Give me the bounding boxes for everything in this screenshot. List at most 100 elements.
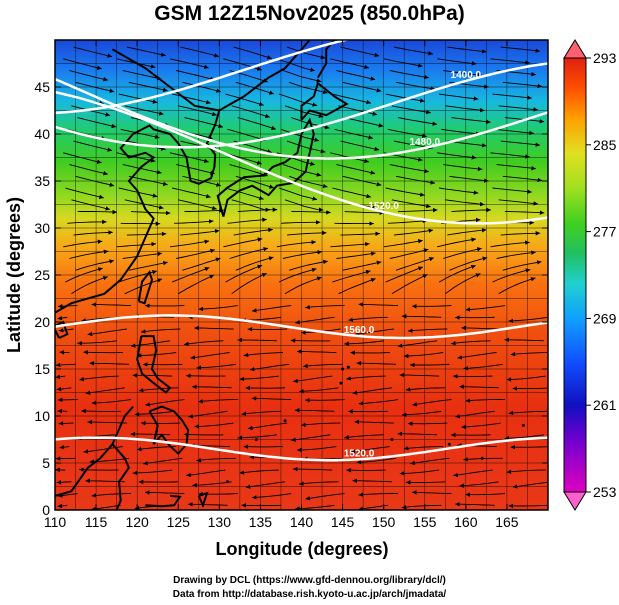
streamline bbox=[443, 70, 483, 78]
streamline bbox=[342, 260, 382, 271]
streamline bbox=[57, 493, 78, 498]
streamline bbox=[192, 481, 232, 488]
streamline bbox=[59, 445, 70, 450]
streamline bbox=[438, 264, 476, 283]
streamline bbox=[439, 187, 479, 195]
streamline bbox=[358, 504, 388, 510]
streamline bbox=[71, 275, 108, 295]
streamline bbox=[338, 278, 376, 295]
streamline bbox=[500, 46, 541, 53]
streamline bbox=[143, 457, 183, 466]
streamline bbox=[233, 227, 273, 236]
streamline bbox=[508, 316, 548, 324]
streamline bbox=[411, 490, 452, 495]
streamline bbox=[245, 481, 286, 489]
streamline bbox=[276, 240, 317, 248]
streamline bbox=[77, 340, 117, 346]
streamline bbox=[334, 128, 374, 140]
streamline bbox=[128, 260, 168, 271]
colorbar bbox=[563, 57, 587, 493]
x-tick-label: 150 bbox=[372, 514, 396, 530]
streamline bbox=[289, 175, 328, 189]
streamline bbox=[403, 446, 444, 451]
contour-label: 1400.0 bbox=[492, 18, 523, 29]
streamline bbox=[57, 303, 78, 309]
streamline bbox=[223, 237, 263, 248]
streamline bbox=[340, 231, 380, 237]
streamline bbox=[91, 399, 132, 406]
streamline bbox=[65, 267, 103, 283]
coastline bbox=[112, 40, 311, 112]
island-dot bbox=[521, 423, 525, 427]
y-axis-ticks: 0 5 10 15 20 25 30 35 40 45 bbox=[34, 79, 548, 518]
streamline bbox=[136, 446, 177, 452]
streamline bbox=[395, 81, 436, 91]
streamline bbox=[69, 70, 109, 82]
wind-streamlines bbox=[55, 46, 548, 510]
streamline bbox=[71, 105, 111, 117]
streamline bbox=[132, 469, 173, 476]
streamline bbox=[508, 410, 548, 416]
streamline bbox=[235, 81, 275, 95]
streamline bbox=[461, 325, 501, 331]
streamline bbox=[498, 105, 539, 112]
credit-drawing: Drawing by DCL (https://www.gfd-dennou.o… bbox=[173, 575, 446, 586]
streamline bbox=[496, 164, 536, 171]
streamline bbox=[73, 140, 113, 152]
streamline bbox=[387, 218, 428, 224]
streamline bbox=[190, 352, 230, 360]
streamline bbox=[73, 230, 113, 236]
streamline bbox=[399, 372, 440, 378]
x-tick-label: 110 bbox=[44, 514, 67, 530]
streamline bbox=[401, 314, 442, 319]
streamline bbox=[278, 267, 317, 283]
streamline bbox=[463, 363, 503, 371]
streamline bbox=[342, 81, 382, 93]
y-tick-label: 35 bbox=[34, 173, 50, 189]
streamline bbox=[290, 338, 331, 343]
contour-label: 1480.0 bbox=[409, 137, 440, 148]
streamline bbox=[145, 399, 185, 407]
streamline bbox=[116, 241, 157, 248]
streamline bbox=[280, 220, 321, 225]
x-tick-label: 145 bbox=[331, 514, 355, 530]
streamline bbox=[409, 362, 450, 368]
streamline bbox=[58, 328, 74, 333]
streamline bbox=[403, 352, 444, 359]
streamline bbox=[500, 231, 541, 236]
streamline bbox=[504, 434, 544, 441]
streamline bbox=[252, 305, 292, 313]
streamline bbox=[287, 230, 327, 236]
streamline bbox=[85, 387, 125, 395]
x-axis-label: Longitude (degrees) bbox=[215, 539, 388, 559]
streamline bbox=[340, 140, 380, 152]
y-tick-label: 45 bbox=[34, 79, 50, 95]
streamline bbox=[231, 272, 267, 295]
streamline bbox=[282, 250, 323, 259]
streamline bbox=[391, 199, 431, 209]
streamline bbox=[490, 240, 530, 248]
streamline bbox=[79, 467, 119, 472]
streamline bbox=[178, 199, 217, 211]
streamline bbox=[180, 228, 220, 236]
streamline bbox=[286, 140, 326, 154]
streamline bbox=[128, 175, 168, 187]
contour-line bbox=[55, 436, 548, 462]
streamline bbox=[498, 199, 539, 206]
streamline bbox=[57, 315, 68, 321]
streamline bbox=[284, 199, 324, 212]
height-contours: 1560.0 1520.0 1520.0 1480.0 1400.0 1400.0 bbox=[55, 18, 548, 462]
streamline bbox=[239, 469, 279, 475]
streamline bbox=[174, 219, 214, 224]
streamline bbox=[354, 328, 394, 337]
streamline bbox=[184, 117, 224, 129]
y-axis-label: Latitude (degrees) bbox=[4, 197, 24, 353]
streamline bbox=[251, 396, 292, 401]
streamline bbox=[461, 422, 501, 430]
streamline bbox=[57, 503, 68, 509]
colorbar-tick-label: 285 bbox=[593, 137, 617, 153]
streamline bbox=[399, 469, 440, 476]
streamline bbox=[278, 187, 318, 201]
colorbar-top-arrow bbox=[563, 39, 587, 59]
streamline bbox=[492, 93, 532, 100]
